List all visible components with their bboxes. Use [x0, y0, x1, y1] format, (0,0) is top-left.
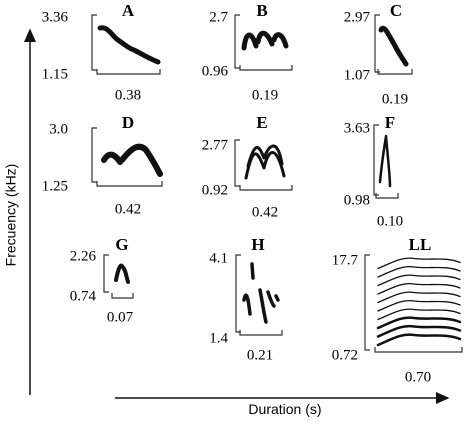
spectrogram: [377, 265, 461, 278]
time-bracket: [239, 65, 293, 71]
panel: E 2.77 0.92 0.42: [202, 113, 293, 220]
panel-label: C: [390, 1, 402, 20]
freq-bracket: [374, 14, 380, 73]
x-axis-label: Duration (s): [248, 401, 321, 417]
duration: 0.21: [247, 347, 273, 363]
freq-bracket: [103, 254, 109, 293]
freq-min: 0.92: [202, 182, 228, 198]
freq-min: 0.96: [202, 63, 229, 79]
duration: 0.19: [252, 87, 278, 103]
spectrogram: [378, 25, 409, 67]
time-bracket: [96, 69, 161, 75]
panel: B 2.7 0.96 0.19: [202, 1, 293, 103]
panels: A 3.36 1.15 0.38 B 2.7 0.96 0.19 C 2.97 1.07 0.19 D 3…: [42, 1, 463, 385]
panel-label: E: [256, 113, 267, 132]
panel-label: D: [122, 113, 134, 132]
panel: D 3.0 1.25 0.42: [42, 113, 163, 217]
duration: 0.07: [107, 309, 134, 325]
spectrogram: [377, 282, 461, 295]
panel-label: LL: [409, 235, 432, 254]
spectrogram: [241, 30, 289, 51]
spectrogram: [377, 308, 461, 321]
panel-label: B: [256, 1, 267, 20]
freq-min: 0.74: [70, 288, 97, 304]
spectrogram: [114, 263, 130, 284]
spectrogram: [377, 274, 461, 287]
spectrogram: [378, 134, 392, 188]
freq-max: 2.7: [209, 9, 228, 25]
spectrogram: [377, 257, 461, 270]
freq-min: 1.07: [344, 67, 371, 83]
freq-max: 2.77: [202, 137, 229, 153]
freq-max: 3.63: [344, 120, 370, 136]
freq-min: 0.72: [332, 347, 358, 363]
freq-min: 0.98: [344, 192, 370, 208]
freq-max: 3.36: [42, 9, 69, 25]
freq-min: 1.15: [42, 66, 68, 82]
spectrogram: [376, 324, 462, 338]
panel-label: F: [385, 113, 395, 132]
panel-label: G: [115, 235, 128, 254]
panel: G 2.26 0.74 0.07: [70, 235, 134, 326]
time-bracket: [377, 69, 413, 75]
panel: LL 17.7 0.72 0.70: [332, 235, 463, 385]
y-axis-label: Frecuency (kHz): [3, 164, 19, 267]
time-bracket: [111, 293, 134, 299]
freq-bracket: [91, 14, 97, 71]
panel-label: A: [122, 1, 135, 20]
time-bracket: [375, 193, 399, 199]
duration: 0.38: [115, 87, 141, 103]
spectrogram: [376, 333, 462, 347]
time-bracket: [239, 330, 283, 336]
duration: 0.70: [405, 369, 431, 385]
duration: 0.42: [252, 204, 278, 220]
spectrogram: [244, 144, 286, 180]
freq-bracket: [234, 14, 240, 69]
freq-min: 1.4: [209, 330, 228, 346]
duration: 0.10: [377, 213, 403, 229]
spectrogram: [376, 316, 462, 330]
panel: H 4.1 1.4 0.21: [209, 235, 283, 363]
freq-max: 4.1: [209, 250, 228, 266]
time-bracket: [239, 185, 293, 191]
spectrogram: [97, 25, 161, 65]
time-bracket: [96, 181, 163, 187]
spectrogram: [377, 299, 461, 312]
freq-bracket: [91, 127, 97, 183]
panel: F 3.63 0.98 0.10: [344, 113, 403, 230]
time-bracket: [374, 347, 463, 353]
panel: C 2.97 1.07 0.19: [344, 1, 413, 107]
duration: 0.42: [115, 201, 141, 217]
spectrogram: [101, 143, 163, 177]
panel-label: H: [251, 235, 264, 254]
panel: A 3.36 1.15 0.38: [42, 1, 161, 103]
freq-bracket: [373, 124, 379, 196]
freq-max: 2.26: [70, 248, 97, 264]
freq-bracket: [364, 254, 370, 351]
duration: 0.19: [382, 91, 408, 107]
freq-max: 3.0: [49, 121, 68, 137]
freq-bracket: [234, 139, 240, 187]
freq-max: 2.97: [344, 9, 371, 25]
spectrogram: [242, 262, 280, 324]
freq-max: 17.7: [332, 252, 359, 268]
spectrogram: [377, 291, 461, 304]
freq-min: 1.25: [42, 178, 68, 194]
freq-bracket: [235, 254, 241, 333]
